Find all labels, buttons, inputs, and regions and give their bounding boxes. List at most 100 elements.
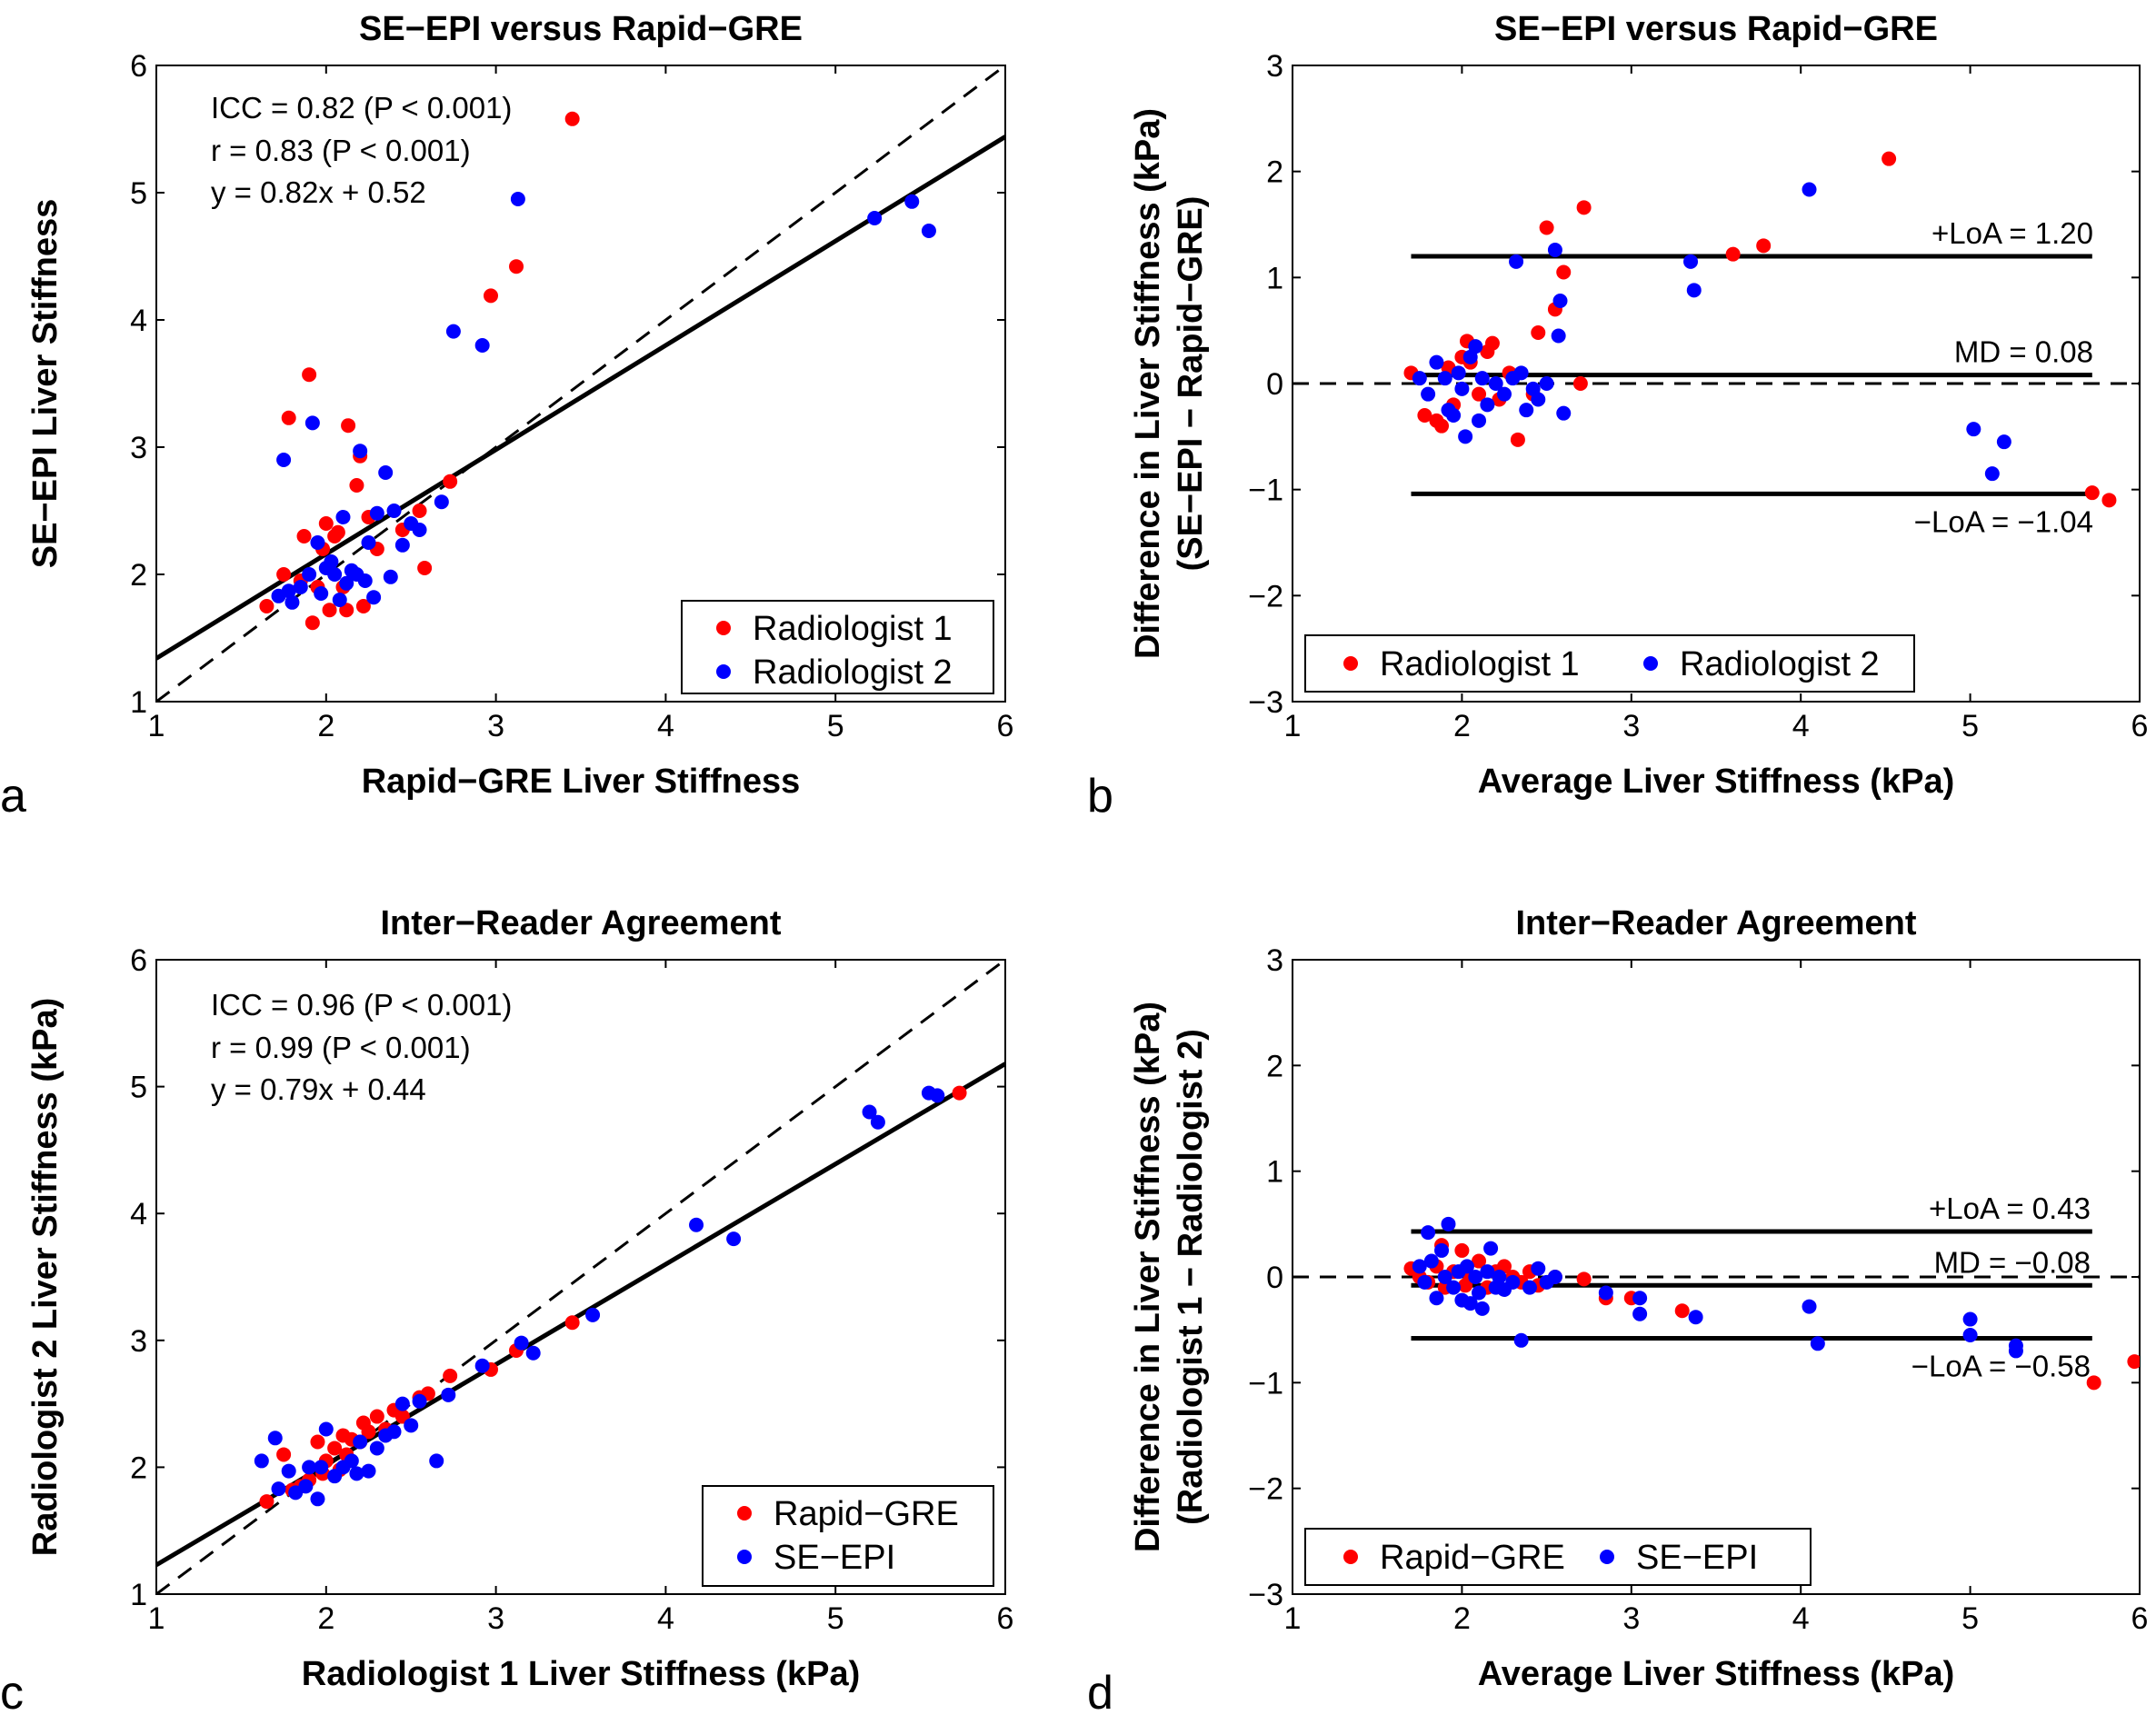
legend-marker: [716, 621, 731, 635]
y-tick-label: 5: [130, 1071, 147, 1105]
data-point-series2: [1454, 381, 1470, 396]
data-point-series2: [369, 1441, 384, 1456]
y-tick-label: 1: [1266, 1155, 1283, 1190]
data-point-series2: [1480, 1264, 1495, 1280]
data-point-series2: [310, 535, 325, 550]
data-point-series2: [302, 567, 317, 582]
data-point-series1: [564, 111, 580, 126]
line-identity: [156, 65, 1005, 702]
x-tick-label: 4: [657, 1601, 674, 1636]
chart-panel-d: 1 2 3 4 5 6 −3 −2 −1 0 1 2 3 Inter−Reader Agreement Av…: [1087, 904, 2148, 1720]
data-point-series2: [510, 192, 525, 206]
y-tick-label: 3: [130, 1324, 147, 1359]
data-point-series2: [344, 1453, 359, 1469]
data-point-series1: [1484, 335, 1500, 351]
data-point-series1: [322, 603, 337, 618]
data-point-series1: [483, 288, 498, 304]
y-axis-label: Difference in Liver Stiffness (kPa): [1129, 108, 1167, 659]
x-tick-label: 1: [148, 1601, 165, 1636]
chart-title: SE−EPI versus Rapid−GRE: [1494, 10, 1938, 48]
data-point-series1: [259, 1494, 274, 1510]
y-axis-label: Difference in Liver Stiffness (kPa): [1129, 1002, 1167, 1552]
x-tick-label: 6: [997, 1601, 1014, 1636]
x-tick-label: 2: [317, 1601, 334, 1636]
data-point-series1: [1472, 1253, 1487, 1269]
y-tick-label: 2: [1266, 155, 1283, 190]
data-point-series1: [276, 567, 292, 582]
legend-label: SE−EPI: [1636, 1539, 1758, 1577]
data-point-series2: [1996, 434, 2011, 450]
legend-box: [681, 600, 994, 694]
panel-letter: c: [0, 1667, 24, 1720]
data-point-series2: [318, 1421, 334, 1437]
data-point-series1: [330, 524, 345, 540]
data-point-series2: [1513, 365, 1529, 381]
data-point-series2: [1417, 1274, 1432, 1290]
data-point-series2: [357, 573, 373, 588]
data-point-series2: [1547, 1270, 1562, 1284]
data-point-series2: [1446, 408, 1462, 423]
legend-marker: [1600, 1550, 1614, 1564]
y-tick-label: 1: [1266, 261, 1283, 295]
data-point-series2: [1688, 1310, 1703, 1325]
data-point-series1: [417, 561, 433, 575]
panel-letter: a: [0, 770, 26, 823]
data-point-series1: [1510, 432, 1525, 447]
data-point-series2: [369, 505, 384, 521]
data-point-series1: [952, 1085, 967, 1101]
data-point-series2: [335, 510, 351, 524]
data-point-series2: [394, 1396, 410, 1411]
stat-annotation: y = 0.82x + 0.52: [211, 175, 426, 209]
data-point-series1: [1417, 408, 1432, 423]
x-tick-label: 3: [487, 1601, 504, 1636]
stat-annotation: ICC = 0.96 (P < 0.001): [211, 988, 512, 1022]
data-point-series2: [386, 504, 402, 518]
stat-annotation: ICC = 0.82 (P < 0.001): [211, 91, 512, 125]
data-point-series2: [1468, 1270, 1483, 1284]
data-points: [1403, 151, 2117, 508]
data-point-series2: [1632, 1306, 1648, 1321]
x-axis-label: Radiologist 1 Liver Stiffness (kPa): [302, 1655, 860, 1693]
data-point-series2: [1483, 1241, 1499, 1256]
data-point-series2: [525, 1345, 541, 1361]
chart-panel-c: 1 2 3 4 5 6 1 2 3 4 5 6 Inter−Reader Agreement Radiol…: [0, 904, 1013, 1720]
data-point-series1: [281, 410, 296, 425]
chart-title: Inter−Reader Agreement: [380, 904, 781, 942]
data-point-series1: [276, 1447, 292, 1462]
chart-title: SE−EPI versus Rapid−GRE: [359, 10, 803, 48]
x-axis-label: Rapid−GRE Liver Stiffness: [362, 763, 801, 801]
data-point-series2: [1802, 182, 1817, 197]
panel-letter: b: [1087, 770, 1113, 823]
data-points: [259, 111, 936, 631]
data-point-series2: [1459, 1259, 1474, 1274]
data-point-series2: [314, 1460, 329, 1475]
x-tick-label: 5: [827, 709, 844, 743]
legend-label: Rapid−GRE: [774, 1495, 959, 1533]
legend-marker: [716, 664, 731, 679]
data-point-series2: [1531, 392, 1546, 407]
data-point-series2: [1505, 1274, 1521, 1290]
data-point-series2: [1472, 1285, 1487, 1301]
legend: Radiologist 1 Radiologist 2: [1304, 634, 1915, 693]
data-point-series1: [259, 599, 274, 613]
data-point-series2: [314, 586, 329, 601]
line-label-loa: +LoA = 0.43: [1929, 1192, 2091, 1225]
data-point-series1: [1576, 200, 1592, 215]
data-point-series2: [339, 575, 354, 591]
data-point-series2: [1434, 1242, 1450, 1258]
data-point-series2: [1551, 328, 1566, 344]
x-tick-label: 5: [1961, 709, 1979, 743]
data-point-series1: [564, 1315, 580, 1331]
y-tick-label: −1: [1248, 474, 1283, 508]
data-point-series2: [474, 338, 490, 353]
data-point-series1: [1756, 238, 1772, 254]
data-point-series2: [1556, 405, 1572, 421]
legend-label: Radiologist 2: [1680, 645, 1880, 683]
data-point-series2: [1519, 403, 1534, 418]
data-point-series1: [296, 529, 312, 543]
y-tick-label: 3: [1266, 943, 1283, 978]
data-point-series2: [474, 1358, 490, 1373]
data-point-series2: [921, 224, 936, 238]
data-point-series2: [429, 1453, 444, 1469]
